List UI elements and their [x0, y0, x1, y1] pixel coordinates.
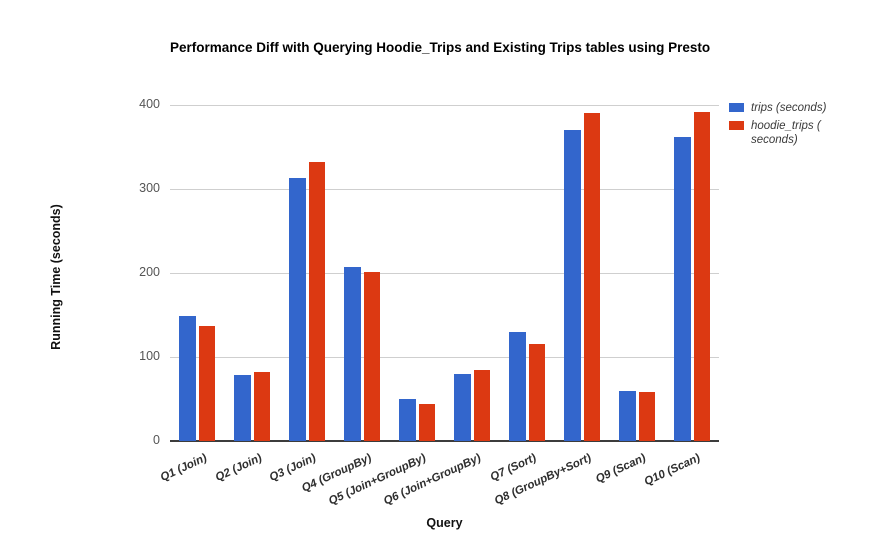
bar-hoodie-trips-3[interactable]	[309, 162, 326, 441]
legend: trips (seconds) hoodie_trips ( seconds)	[729, 101, 879, 151]
legend-swatch-hoodie-trips	[729, 121, 744, 130]
bar-hoodie-trips-7[interactable]	[528, 344, 545, 441]
x-tick-label: Q9 (Scan)	[593, 452, 648, 486]
x-tick-label: Q8 (GroupBy+Sort)	[492, 452, 593, 508]
plot-area: 0 100 200 300 400 Q1 (Join) Q2 (Join) Q3 (Join)…	[139, 97, 719, 508]
y-axis-title: Running Time (seconds)	[49, 204, 63, 350]
bar-trips-1[interactable]	[179, 315, 197, 441]
legend-item-trips[interactable]: trips (seconds)	[729, 101, 879, 115]
x-tick-label: Q2 (Join)	[213, 452, 264, 484]
bar-hoodie-trips-4[interactable]	[364, 272, 381, 441]
gridline	[170, 273, 719, 274]
x-tick-label: Q6 (Join+GroupBy)	[382, 452, 484, 508]
bar-hoodie-trips-1[interactable]	[199, 325, 216, 441]
x-tick-label: Q10 (Scan)	[643, 452, 703, 489]
legend-label-hoodie-trips: hoodie_trips ( seconds)	[751, 119, 821, 147]
bar-trips-8[interactable]	[563, 130, 581, 441]
bar-hoodie-trips-9[interactable]	[638, 392, 655, 441]
x-tick-label: Q5 (Join+GroupBy)	[327, 452, 429, 508]
bar-trips-5[interactable]	[399, 399, 417, 441]
y-tick-label: 300	[139, 181, 160, 195]
gridline	[170, 357, 719, 358]
bar-trips-7[interactable]	[508, 331, 526, 441]
x-axis-title: Query	[426, 516, 463, 530]
legend-swatch-trips	[729, 103, 744, 112]
bar-hoodie-trips-10[interactable]	[693, 111, 710, 441]
x-tick-label: Q1 (Join)	[158, 452, 209, 484]
bar-trips-4[interactable]	[344, 267, 362, 441]
bar-hoodie-trips-2[interactable]	[254, 372, 271, 441]
bar-hoodie-trips-5[interactable]	[419, 404, 436, 441]
y-tick-label: 200	[139, 265, 160, 279]
gridline	[170, 105, 719, 106]
legend-item-hoodie-trips[interactable]: hoodie_trips ( seconds)	[729, 119, 879, 147]
legend-label-line2: seconds)	[751, 134, 798, 146]
legend-label-trips: trips (seconds)	[751, 102, 827, 114]
bar-trips-3[interactable]	[289, 178, 307, 441]
bar-trips-2[interactable]	[234, 374, 252, 441]
y-tick-label: 0	[153, 433, 160, 447]
bar-trips-10[interactable]	[673, 136, 691, 441]
y-tick-label: 100	[139, 349, 160, 363]
y-tick-label: 400	[139, 97, 160, 111]
bar-trips-9[interactable]	[618, 391, 636, 441]
bar-hoodie-trips-8[interactable]	[583, 113, 600, 441]
bar-hoodie-trips-6[interactable]	[473, 370, 490, 441]
bar-trips-6[interactable]	[453, 373, 471, 441]
x-axis-line	[170, 440, 719, 442]
chart-title: Performance Diff with Querying Hoodie_Tr…	[170, 40, 711, 55]
gridline	[170, 189, 719, 190]
legend-label-line1: hoodie_trips (	[751, 120, 821, 132]
